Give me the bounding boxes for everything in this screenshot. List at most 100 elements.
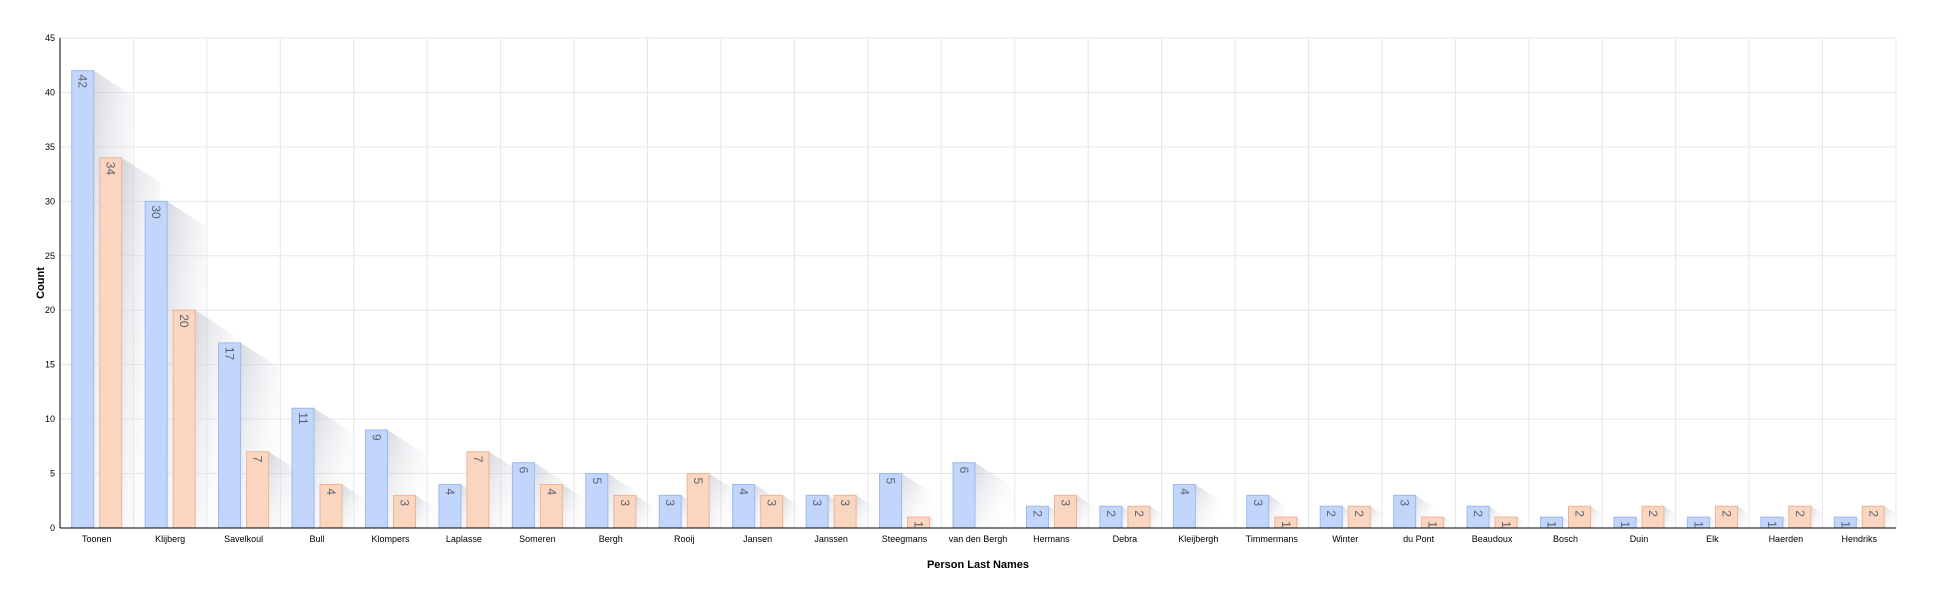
grid (59, 37, 1897, 529)
x-tick-label: Steegmans (882, 534, 928, 544)
x-tick-label: Hendriks (1842, 534, 1878, 544)
bar-shadow (1737, 506, 1750, 528)
bar-value-label: 7 (251, 456, 265, 463)
bar-shadow (1195, 484, 1220, 528)
bar (291, 407, 315, 529)
x-tick-label: Rooij (674, 534, 695, 544)
bar-value-label: 3 (1398, 499, 1412, 506)
bar-value-label: 6 (957, 467, 971, 474)
bar-value-label: 4 (324, 488, 338, 495)
x-tick-label: van den Bergh (949, 534, 1008, 544)
bar-shadows (93, 70, 1897, 529)
bar (144, 200, 168, 529)
bar-shadow (1590, 506, 1603, 528)
bar (172, 309, 196, 529)
bar-shadow (901, 473, 932, 528)
bar-value-label: 2 (1471, 510, 1485, 517)
bar-value-label: 5 (691, 478, 705, 485)
x-tick-label: Kleijbergh (1178, 534, 1218, 544)
x-tick-label: Beaudoux (1472, 534, 1513, 544)
x-tick-label: Jansen (743, 534, 772, 544)
y-tick-label: 15 (45, 360, 55, 370)
bar-value-label: 3 (1251, 499, 1265, 506)
bar-value-label: 2 (1793, 510, 1807, 517)
bar-value-label: 3 (765, 499, 779, 506)
x-tick-label: Bosch (1553, 534, 1578, 544)
x-tick-label: Elk (1706, 534, 1719, 544)
bar-value-label: 1 (1838, 521, 1852, 528)
bar (364, 429, 388, 529)
bar-value-label: 3 (838, 499, 852, 506)
bar-shadow (1782, 517, 1789, 528)
x-tick-label: Hermans (1033, 534, 1070, 544)
x-tick-label: Savelkoul (224, 534, 263, 544)
bar-value-label: 2 (1030, 510, 1044, 517)
bar-shadow (1884, 506, 1897, 528)
x-tick-label: Janssen (814, 534, 848, 544)
x-tick-label: Haerden (1769, 534, 1804, 544)
bar-value-label: 1 (1279, 521, 1293, 528)
y-tick-label: 20 (45, 305, 55, 315)
bar-shadow (1076, 495, 1095, 528)
y-tick-label: 30 (45, 196, 55, 206)
y-tick-label: 45 (45, 33, 55, 43)
bar-shadow (856, 495, 875, 528)
bar (99, 157, 123, 529)
bar-value-label: 1 (1691, 521, 1705, 528)
bar-shadow (1709, 517, 1716, 528)
bar-value-label: 2 (1104, 510, 1118, 517)
bar-value-label: 4 (443, 488, 457, 495)
y-tick-label: 40 (45, 87, 55, 97)
x-tick-label: Bergh (599, 534, 623, 544)
bar-value-label: 7 (471, 456, 485, 463)
bar-shadow (929, 517, 936, 528)
x-tick-label: Klijberg (155, 534, 185, 544)
bar-shadow (1810, 506, 1823, 528)
bar-shadow (635, 495, 654, 528)
bar (218, 342, 242, 529)
bar-value-label: 2 (1866, 510, 1880, 517)
x-tick-label: Klompers (371, 534, 410, 544)
bar-value-label: 30 (149, 205, 163, 219)
bar-value-label: 4 (544, 488, 558, 495)
x-tick-label: Bull (310, 534, 325, 544)
bar-value-label: 2 (1352, 510, 1366, 517)
bar-value-label: 2 (1719, 510, 1733, 517)
y-tick-label: 35 (45, 142, 55, 152)
x-tick-label: Someren (519, 534, 556, 544)
bar-shadow (342, 484, 366, 528)
bar-value-label: 2 (1573, 510, 1587, 517)
bar-shadow (975, 462, 1011, 528)
bar (466, 451, 490, 529)
bar-value-label: 1 (1426, 521, 1440, 528)
bar-shadow (1443, 517, 1450, 528)
bar-value-label: 17 (223, 347, 237, 361)
bar-value-label: 6 (516, 467, 530, 474)
bar-value-label: 3 (618, 499, 632, 506)
bar-shadow (1635, 517, 1642, 528)
bar-value-label: 11 (296, 412, 310, 425)
bar-value-label: 2 (1646, 510, 1660, 517)
bar-shadow (1370, 506, 1383, 528)
bar-value-label: 34 (104, 162, 118, 176)
bar-value-label: 9 (369, 434, 383, 441)
x-axis-title: Person Last Names (927, 559, 1029, 571)
bar (71, 70, 95, 529)
bar-value-label: 2 (1324, 510, 1338, 517)
x-tick-label: Debra (1113, 534, 1138, 544)
y-tick-label: 0 (50, 523, 55, 533)
x-tick-label: Duin (1630, 534, 1649, 544)
bar-shadow (1663, 506, 1676, 528)
y-axis-title: Count (35, 267, 47, 299)
x-tick-label: Winter (1332, 534, 1358, 544)
bar-value-label: 20 (177, 314, 191, 328)
x-tick-label: Timmermans (1246, 534, 1299, 544)
x-tick-label: Laplasse (446, 534, 482, 544)
bar-value-label: 4 (1177, 488, 1191, 495)
bar-value-label: 4 (737, 488, 751, 495)
y-tick-label: 5 (50, 469, 55, 479)
y-tick-label: 25 (45, 251, 55, 261)
x-tick-label: Toonen (82, 534, 112, 544)
